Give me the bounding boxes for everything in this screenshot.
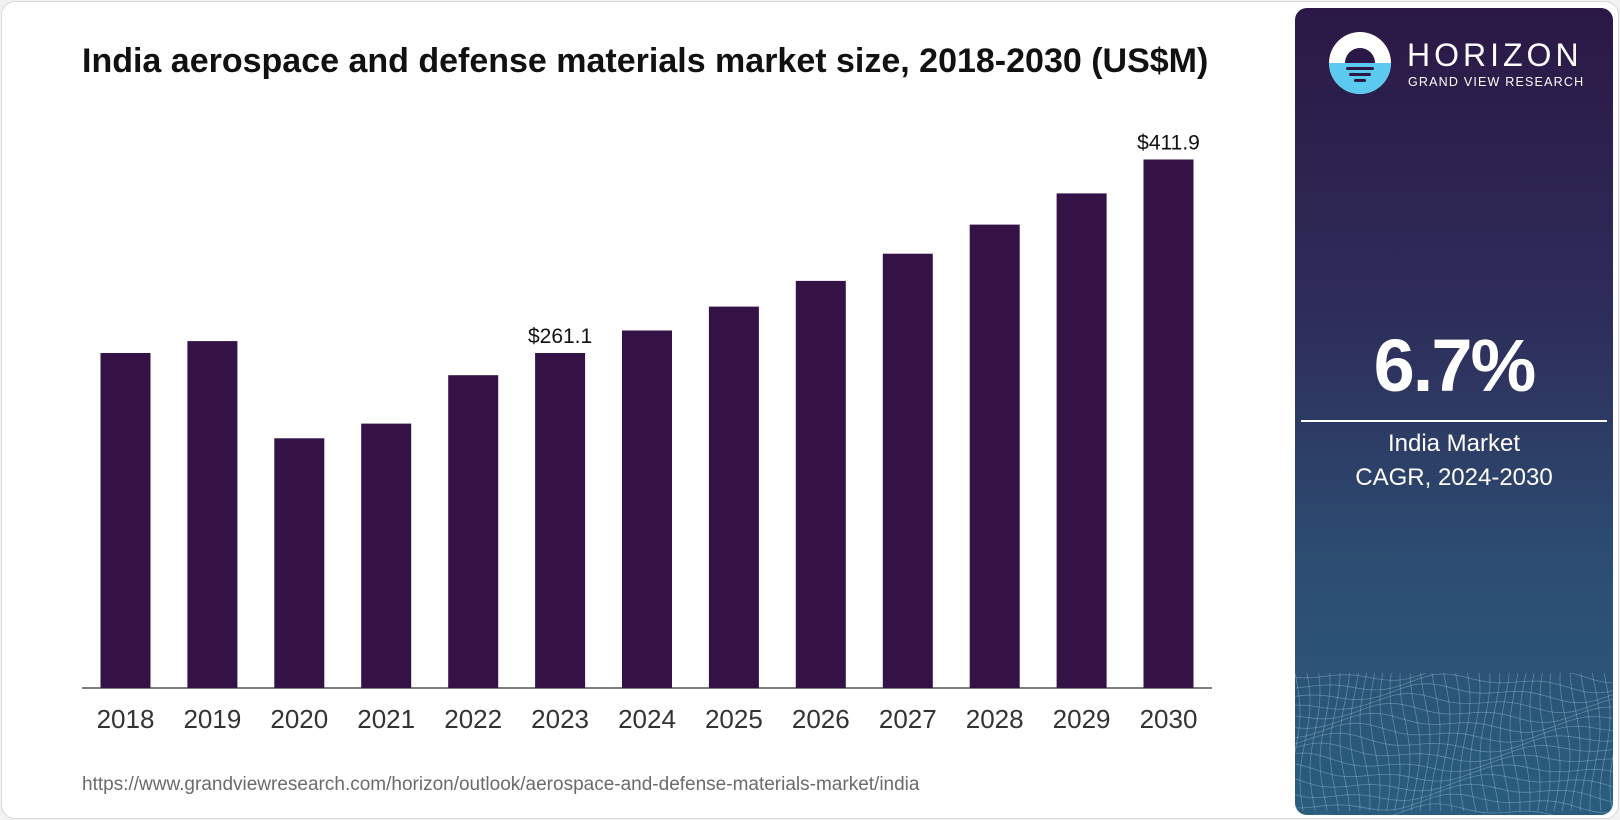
bar-2028 [969,224,1020,688]
bar-2026 [795,280,846,688]
bar-2018 [100,353,151,688]
x-tick-label-2025: 2025 [705,704,763,734]
x-tick-label-2019: 2019 [183,704,241,734]
brand-logo[interactable]: HORIZON GRAND VIEW RESEARCH [1329,32,1599,102]
bar-2024 [622,330,672,688]
x-tick-label-2021: 2021 [357,704,415,734]
cagr-label-market: India Market [1387,430,1521,457]
bar-2022 [448,375,499,688]
source-url[interactable]: https://www.grandviewresearch.com/horizo… [82,774,920,795]
bar-2029 [1056,193,1107,688]
x-tick-label-2028: 2028 [966,704,1024,734]
x-tick-label-2018: 2018 [97,704,155,734]
x-tick-label-2024: 2024 [618,704,676,734]
mesh-lines [1295,673,1613,815]
wave-mesh-decoration [1295,673,1613,815]
cagr-value: 6.7% [1373,324,1537,407]
brand-name: HORIZON [1407,37,1583,73]
data-label-2030: $411.9 [1137,132,1200,155]
x-tick-label-2027: 2027 [879,704,937,734]
x-tick-label-2020: 2020 [270,704,328,734]
cagr-panel: HORIZON GRAND VIEW RESEARCH 6.7% India M… [1295,8,1613,815]
bar-2021 [361,423,412,688]
bar-2027 [882,253,933,688]
x-tick-label-2026: 2026 [792,704,850,734]
cagr-divider [1301,420,1607,422]
x-tick-label-2023: 2023 [531,704,589,734]
x-tick-label-2022: 2022 [444,704,502,734]
cagr-label-period: CAGR, 2024-2030 [1355,464,1553,491]
bar-2025 [708,306,759,688]
chart-title: India aerospace and defense materials ma… [82,42,1209,80]
horizon-sun-logo-icon [1329,32,1391,94]
bar-chart: 2018 2019 2020 2021 2022 2023 2024 2025 2026 2027… [82,132,1212,734]
bar-2030 [1143,159,1194,688]
brand-subtitle: GRAND VIEW RESEARCH [1408,75,1585,89]
bar-2023 [535,353,586,688]
x-tick-label-2029: 2029 [1053,704,1111,734]
x-tick-label-2030: 2030 [1140,704,1198,734]
bar-2020 [274,438,325,688]
bar-2019 [187,341,238,688]
data-label-2023: $261.1 [528,325,592,348]
